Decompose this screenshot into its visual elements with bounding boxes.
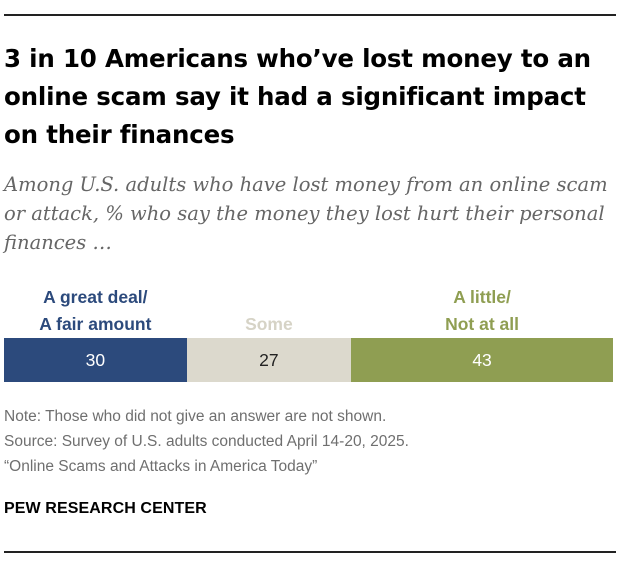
top-rule (4, 14, 616, 16)
bar-segment-1 (4, 338, 187, 382)
stacked-bar: 30 27 43 (4, 338, 613, 382)
bar-segment-2 (186, 338, 352, 382)
chart-subtitle: Among U.S. adults who have lost money fr… (4, 173, 608, 254)
bar-value-label-1: 30 (85, 350, 106, 370)
bar-segment-3 (351, 338, 613, 382)
category-label-3: A little/ Not at all (445, 287, 519, 334)
category-label-1: A great deal/ A fair amount (39, 287, 152, 334)
note-text: Note: Those who did not give an answer a… (4, 408, 387, 425)
bar-value-label-3: 43 (472, 350, 492, 370)
source-text: Source: Survey of U.S. adults conducted … (4, 433, 409, 450)
notes-block: Note: Those who did not give an answer a… (4, 404, 616, 479)
report-text: “Online Scams and Attacks in America Tod… (4, 458, 318, 475)
bottom-rule (4, 551, 616, 553)
bar-value-label-2: 27 (259, 350, 279, 370)
category-label-2: Some (245, 314, 293, 334)
brand-logo: PEW RESEARCH CENTER (4, 500, 207, 517)
chart-title: 3 in 10 Americans who’ve lost money to a… (4, 44, 591, 149)
